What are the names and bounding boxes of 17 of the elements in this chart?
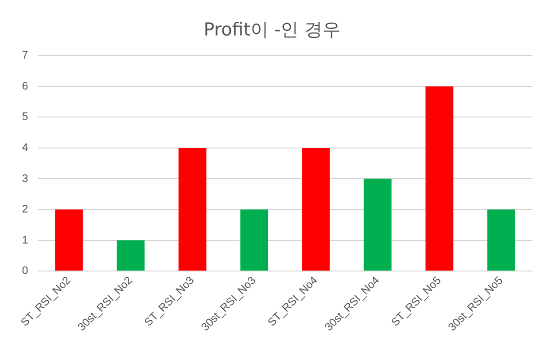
bar [364,178,392,271]
y-tick-label: 1 [22,234,28,246]
y-tick-label: 0 [22,265,28,278]
bar [487,210,516,271]
bar [426,86,454,271]
bar [178,148,206,271]
bar [302,148,330,271]
y-tick-label: 3 [22,172,28,185]
y-tick-label: 4 [22,142,28,154]
y-tick-label: 5 [22,111,28,124]
y-tick-label: 2 [22,204,28,216]
bar [116,240,145,271]
y-tick-label: 6 [22,80,28,92]
bar [240,210,268,271]
y-tick-label: 7 [22,50,28,62]
chart-title: Profit이 -인 경우 [204,19,340,40]
bar [55,210,83,271]
